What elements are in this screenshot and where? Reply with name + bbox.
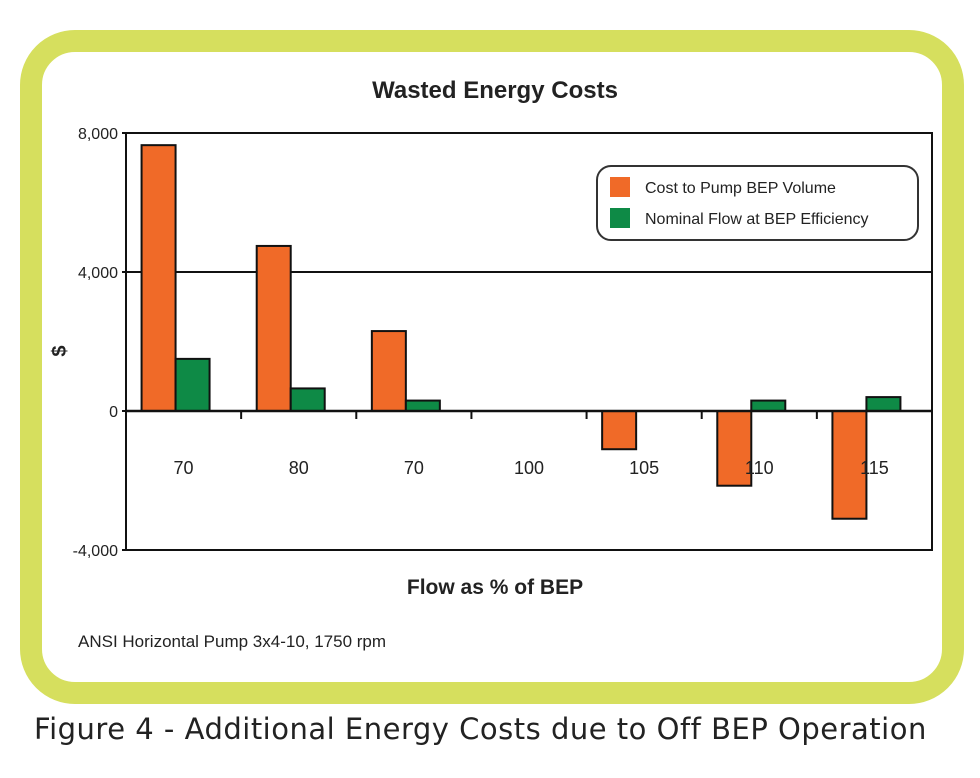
bar-nominal-70 — [174, 357, 211, 412]
legend: Cost to Pump BEP Volume Nominal Flow at … — [596, 165, 919, 241]
x-tick-label: 105 — [629, 458, 659, 478]
x-tick-label: 80 — [289, 458, 309, 478]
bar-nominal-80 — [289, 387, 326, 413]
figure-caption: Figure 4 - Additional Energy Costs due t… — [34, 712, 927, 746]
bar-cost-115 — [831, 410, 868, 520]
chart-note: ANSI Horizontal Pump 3x4-10, 1750 rpm — [78, 632, 387, 651]
x-tick-label: 70 — [174, 458, 194, 478]
bar-nominal-110 — [750, 399, 787, 413]
chart-title: Wasted Energy Costs — [372, 77, 618, 104]
legend-swatch-nominal — [610, 208, 630, 228]
x-tick-label: 115 — [860, 458, 889, 478]
bar-cost-70 — [370, 330, 407, 413]
y-tick-label: 8,000 — [78, 126, 118, 143]
legend-label-nominal: Nominal Flow at BEP Efficiency — [645, 211, 869, 228]
bar-cost-105 — [601, 410, 638, 451]
bar-cost-110 — [716, 410, 753, 487]
legend-label-cost: Cost to Pump BEP Volume — [645, 180, 836, 197]
bar-nominal-70 — [404, 399, 441, 413]
x-tick-label: 100 — [514, 458, 544, 478]
y-axis-label: $ — [49, 345, 71, 356]
y-tick-label: -4,000 — [73, 543, 118, 560]
y-tick-label: 4,000 — [78, 265, 118, 282]
bar-cost-70 — [140, 144, 177, 412]
y-tick-label: 0 — [109, 404, 118, 421]
x-tick-label: 110 — [745, 458, 774, 478]
bar-nominal-115 — [865, 396, 902, 413]
legend-box — [596, 165, 919, 241]
x-tick-label: 70 — [404, 458, 424, 478]
plot-area-border — [125, 132, 933, 551]
bar-cost-80 — [255, 244, 292, 412]
legend-swatch-cost — [610, 177, 630, 197]
x-axis-label: Flow as % of BEP — [407, 576, 583, 599]
